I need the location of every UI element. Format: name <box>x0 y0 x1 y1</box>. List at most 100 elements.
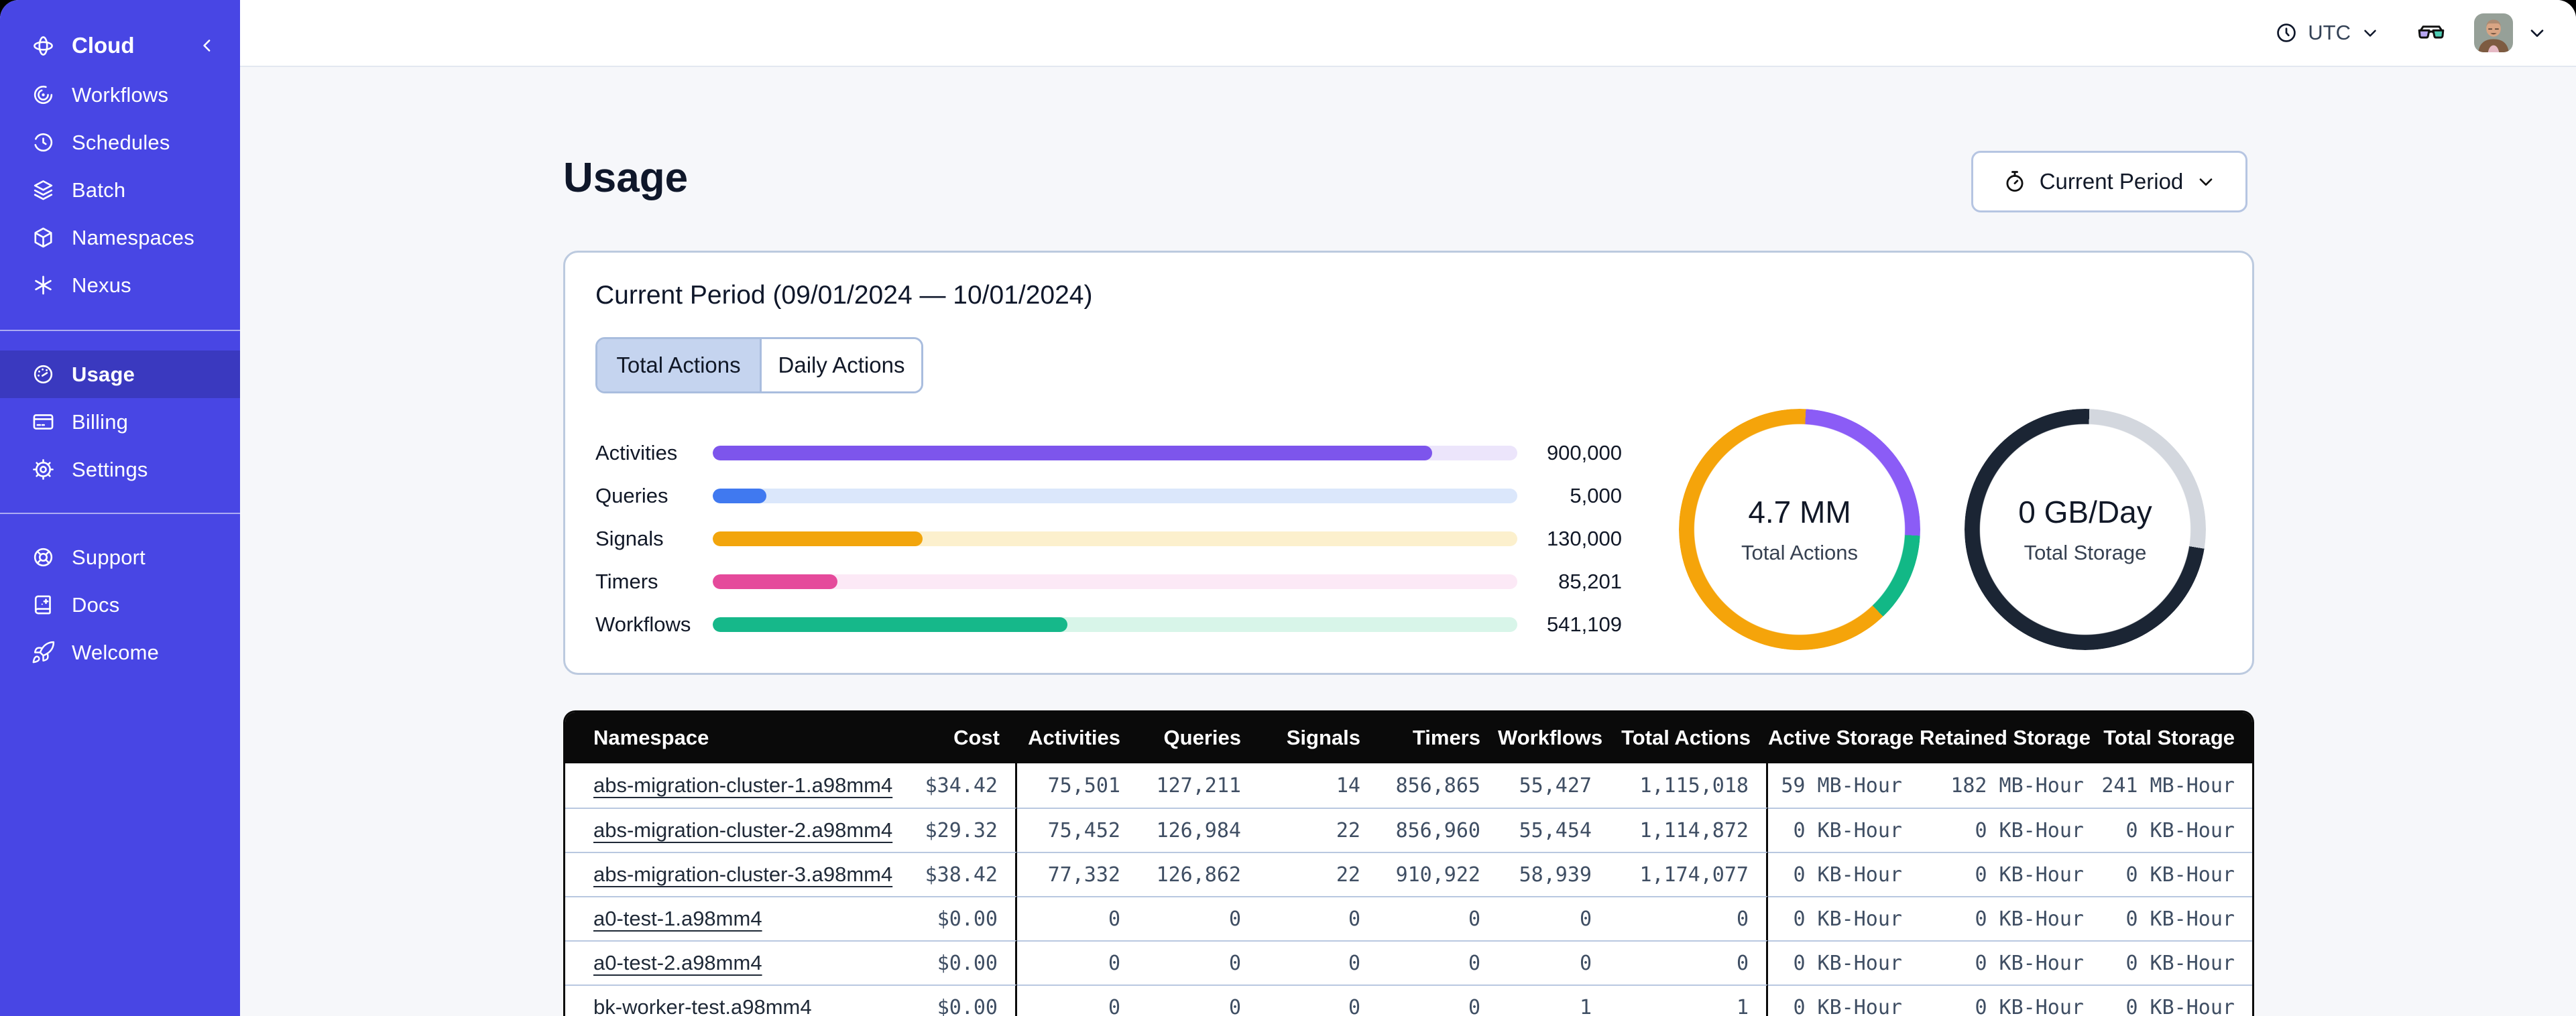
page-title: Usage <box>563 155 689 201</box>
usage-bar-chart: Activities 900,000 Queries 5,000 Signals <box>595 432 1628 646</box>
workflows-icon <box>31 82 56 107</box>
sidebar-item-welcome[interactable]: Welcome <box>0 629 240 676</box>
bar-value: 900,000 <box>1546 441 1622 464</box>
col-total-storage: Total Storage <box>2101 712 2252 763</box>
temporal-logo-icon <box>31 34 56 58</box>
main-content: Usage Current Period Current Period (09/… <box>240 68 2576 1016</box>
namespace-link[interactable]: abs-migration-cluster-3.a98mm4 <box>593 863 893 886</box>
sidebar-divider <box>0 330 240 331</box>
bar-track <box>713 574 1517 589</box>
tab-daily-actions[interactable]: Daily Actions <box>762 339 921 391</box>
col-timers: Timers <box>1378 712 1498 763</box>
sidebar-item-batch[interactable]: Batch <box>0 166 240 214</box>
donut-center-value: 4.7 MM <box>1748 495 1851 529</box>
donut-ring <box>1679 409 1920 650</box>
nexus-asterisk-icon <box>31 273 56 298</box>
period-selector-button[interactable]: Current Period <box>1971 151 2247 212</box>
sidebar-item-docs[interactable]: Docs <box>0 581 240 629</box>
usage-summary-card: Current Period (09/01/2024 — 10/01/2024)… <box>563 251 2254 675</box>
bar-row-timers: Timers 85,201 <box>595 570 1622 593</box>
namespace-link[interactable]: a0-test-2.a98mm4 <box>593 951 762 974</box>
donut-center-value: 0 GB/Day <box>2018 495 2152 529</box>
bar-row-workflows: Workflows 541,109 <box>595 613 1622 636</box>
stopwatch-icon <box>2002 169 2028 194</box>
col-queries: Queries <box>1138 712 1258 763</box>
sidebar-item-usage[interactable]: Usage <box>0 351 240 398</box>
namespace-link[interactable]: abs-migration-cluster-2.a98mm4 <box>593 818 893 842</box>
sidebar-item-support[interactable]: Support <box>0 533 240 581</box>
bar-value: 5,000 <box>1570 484 1622 507</box>
settings-gear-icon <box>31 457 56 482</box>
chevron-down-icon <box>2360 23 2380 43</box>
table-row: abs-migration-cluster-3.a98mm4 $38.42 77… <box>565 852 2252 896</box>
welcome-rocket-icon <box>31 640 56 665</box>
card-title: Current Period (09/01/2024 — 10/01/2024) <box>595 281 1093 310</box>
sidebar-item-billing[interactable]: Billing <box>0 398 240 446</box>
col-active-storage: Active Storage <box>1768 712 1920 763</box>
batch-layers-icon <box>31 178 56 202</box>
table-header-row: Namespace Cost Activities Queries Signal… <box>565 712 2252 763</box>
bar-row-activities: Activities 900,000 <box>595 441 1622 464</box>
chevron-left-icon[interactable] <box>197 36 217 56</box>
billing-card-icon <box>31 409 56 434</box>
support-lifebuoy-icon <box>31 545 56 570</box>
sidebar-divider <box>0 513 240 514</box>
col-retained-storage: Retained Storage <box>1920 712 2101 763</box>
sidebar-brand[interactable]: Cloud <box>0 20 240 71</box>
docs-book-icon <box>31 592 56 617</box>
sidebar-item-namespaces[interactable]: Namespaces <box>0 214 240 261</box>
table-row: a0-test-1.a98mm4 $0.00 0 0 0 0 0 0 0 KB-… <box>565 896 2252 940</box>
sidebar-item-nexus[interactable]: Nexus <box>0 261 240 309</box>
bar-track <box>713 531 1517 546</box>
clock-icon <box>2274 21 2298 45</box>
glasses-icon[interactable] <box>2415 17 2447 49</box>
namespace-link[interactable]: a0-test-1.a98mm4 <box>593 907 762 930</box>
bar-fill <box>713 489 767 503</box>
actions-tab-group: Total Actions Daily Actions <box>595 337 923 393</box>
bar-fill <box>713 617 1068 632</box>
usage-gauge-icon <box>31 362 56 387</box>
bar-fill <box>713 531 923 546</box>
bar-track <box>713 617 1517 632</box>
col-namespace: Namespace <box>565 712 874 763</box>
donut-center-label: Total Storage <box>2024 541 2147 564</box>
topbar: UTC <box>240 0 2576 67</box>
namespaces-cube-icon <box>31 225 56 250</box>
namespace-usage-table: Namespace Cost Activities Queries Signal… <box>563 710 2254 1016</box>
sidebar-item-settings[interactable]: Settings <box>0 446 240 493</box>
schedules-clock-icon <box>31 130 56 155</box>
bar-track <box>713 489 1517 503</box>
sidebar-item-workflows[interactable]: Workflows <box>0 71 240 119</box>
bar-fill <box>713 446 1432 460</box>
timezone-label: UTC <box>2308 21 2351 44</box>
namespace-link[interactable]: abs-migration-cluster-1.a98mm4 <box>593 773 893 797</box>
sidebar: Cloud Workflows Schedules <box>0 0 240 1016</box>
sidebar-item-schedules[interactable]: Schedules <box>0 119 240 166</box>
col-signals: Signals <box>1258 712 1378 763</box>
col-total-actions: Total Actions <box>1609 712 1768 763</box>
total-storage-donut: 0 GB/Day Total Storage <box>1965 409 2206 650</box>
bar-value: 85,201 <box>1558 570 1622 593</box>
timezone-dropdown[interactable]: UTC <box>2274 21 2380 45</box>
table-row: abs-migration-cluster-1.a98mm4 $34.42 75… <box>565 763 2252 808</box>
table-row: bk-worker-test.a98mm4 $0.00 0 0 0 0 1 1 … <box>565 985 2252 1016</box>
table-row: a0-test-2.a98mm4 $0.00 0 0 0 0 0 0 0 KB-… <box>565 940 2252 985</box>
col-cost: Cost <box>874 712 1017 763</box>
brand-label: Cloud <box>72 33 135 58</box>
bar-row-queries: Queries 5,000 <box>595 484 1622 507</box>
namespace-link[interactable]: bk-worker-test.a98mm4 <box>593 995 812 1016</box>
chevron-down-icon <box>2195 171 2217 192</box>
col-workflows: Workflows <box>1498 712 1609 763</box>
table-row: abs-migration-cluster-2.a98mm4 $29.32 75… <box>565 808 2252 852</box>
avatar[interactable] <box>2474 13 2513 52</box>
col-activities: Activities <box>1017 712 1138 763</box>
bar-track <box>713 446 1517 460</box>
donut-center-label: Total Actions <box>1741 541 1859 564</box>
bar-fill <box>713 574 837 589</box>
account-menu-chevron-down-icon[interactable] <box>2526 22 2548 44</box>
bar-value: 130,000 <box>1546 527 1622 550</box>
tab-total-actions[interactable]: Total Actions <box>597 339 762 391</box>
donut-ring <box>1965 409 2206 650</box>
bar-row-signals: Signals 130,000 <box>595 527 1622 550</box>
